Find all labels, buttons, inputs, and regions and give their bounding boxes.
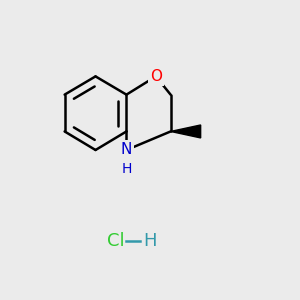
Text: N: N — [121, 142, 132, 158]
Text: H: H — [121, 162, 132, 176]
Text: Cl: Cl — [107, 232, 125, 250]
Polygon shape — [171, 125, 201, 138]
Text: O: O — [150, 69, 162, 84]
Text: H: H — [143, 232, 157, 250]
